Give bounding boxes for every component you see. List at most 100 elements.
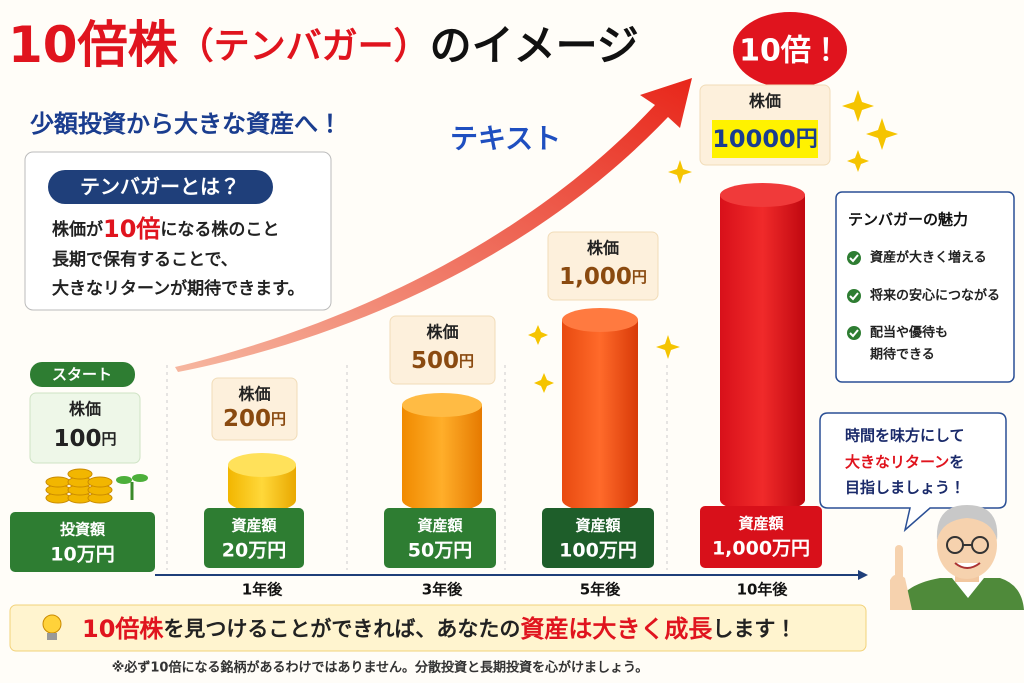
price-box bbox=[389, 315, 496, 385]
check-mark bbox=[849, 254, 859, 263]
period-label: 1年後 bbox=[242, 581, 283, 599]
price-value: 500円 bbox=[411, 347, 474, 373]
coins bbox=[45, 468, 113, 504]
merits-box bbox=[835, 191, 1015, 383]
amount-label: 投資額 bbox=[60, 521, 106, 539]
footnote: ※必ず10倍になる銘柄があるわけではありません。分散投資と長期投資を心がけましょ… bbox=[112, 660, 649, 676]
period-label: 3年後 bbox=[422, 581, 463, 599]
price-unit: 円 bbox=[102, 430, 117, 448]
price-label: 株価 bbox=[69, 400, 101, 419]
speech-line: 大きなリターンを bbox=[845, 453, 964, 471]
price-box bbox=[211, 377, 298, 441]
subtitle: 少額投資から大きな資産へ！ bbox=[30, 110, 342, 138]
banner-highlight: 10倍株 bbox=[82, 615, 164, 643]
check-icon bbox=[847, 289, 861, 303]
info-text: になる株のこと bbox=[160, 219, 279, 240]
amount-box bbox=[204, 508, 304, 568]
price-label: 株価 bbox=[587, 239, 619, 258]
price-box bbox=[547, 231, 659, 301]
amount-box bbox=[384, 508, 496, 568]
cylinder bbox=[720, 195, 805, 512]
cylinder-top bbox=[720, 183, 805, 207]
amount-label: 資産額 bbox=[575, 517, 621, 535]
amount-value: 1,000万円 bbox=[712, 538, 810, 560]
stages: スタート株価100円投資額10万円株価200円資産額20万円1年後株価500円資… bbox=[10, 84, 831, 599]
bulb-icon bbox=[42, 614, 62, 640]
price-label: 株価 bbox=[749, 92, 781, 111]
check-icon bbox=[847, 326, 861, 340]
price-label: 株価 bbox=[426, 323, 458, 342]
banner-highlight: 資産は大きく成長 bbox=[520, 615, 712, 643]
price-number: 500 bbox=[411, 347, 459, 373]
cylinder-top bbox=[228, 453, 296, 477]
title-part: （テンバガー） bbox=[178, 26, 430, 67]
price-value: 200円 bbox=[223, 405, 286, 431]
arrow-label: テキスト bbox=[450, 122, 561, 155]
start-tag: スタート bbox=[52, 366, 112, 384]
sparkles bbox=[528, 90, 898, 393]
cylinder-top bbox=[402, 393, 482, 417]
price-label: 株価 bbox=[238, 385, 270, 404]
merit-item: 配当や優待も bbox=[870, 325, 948, 341]
person-illustration bbox=[890, 505, 1024, 610]
speech-bubble bbox=[819, 412, 1007, 533]
info-line: 株価が10倍になる株のこと bbox=[52, 215, 279, 243]
axis-arrowhead bbox=[858, 570, 868, 580]
info-line: 大きなリターンが期待できます。 bbox=[52, 278, 304, 299]
speech-highlight: 大きなリターン bbox=[845, 453, 949, 471]
price-unit: 円 bbox=[459, 351, 474, 369]
amount-label: 資産額 bbox=[417, 517, 463, 535]
period-label: 10年後 bbox=[737, 581, 789, 599]
amount-value: 10万円 bbox=[50, 544, 114, 566]
start-tag-bg bbox=[30, 362, 135, 387]
check-mark bbox=[849, 329, 859, 338]
price-number: 200 bbox=[223, 405, 271, 431]
cylinder-top bbox=[562, 308, 638, 332]
price-unit: 円 bbox=[796, 127, 818, 152]
amount-value: 20万円 bbox=[222, 540, 286, 562]
info-text: 株価が bbox=[52, 219, 103, 240]
price-highlight bbox=[712, 120, 818, 158]
speech-text: を bbox=[949, 453, 964, 471]
amount-value: 50万円 bbox=[408, 540, 472, 562]
banner-text: 10倍株を見つけることができれば、あなたの資産は大きく成長します！ bbox=[82, 615, 796, 643]
merit-item: 期待できる bbox=[870, 347, 935, 363]
banner bbox=[9, 604, 867, 652]
info-heading-bg bbox=[48, 170, 273, 204]
price-unit: 円 bbox=[271, 409, 286, 427]
banner-part: を見つけることができれば、あなたの bbox=[163, 617, 520, 641]
amount-box bbox=[10, 512, 155, 572]
cylinder bbox=[562, 320, 638, 512]
price-number: 10000 bbox=[712, 125, 796, 153]
info-line: 長期で保有することで、 bbox=[52, 249, 238, 270]
amount-value: 100万円 bbox=[559, 540, 637, 562]
merit-item: 資産が大きく増える bbox=[870, 250, 987, 266]
price-value: 10000円 bbox=[712, 125, 818, 153]
badge bbox=[733, 12, 847, 88]
cylinder bbox=[402, 405, 482, 512]
cylinder bbox=[228, 465, 296, 512]
title-part: のイメージ bbox=[430, 21, 639, 70]
speech-line: 目指しましょう！ bbox=[845, 479, 965, 497]
title: 10倍株（テンバガー）のイメージ bbox=[8, 16, 639, 74]
period-label: 5年後 bbox=[580, 581, 621, 599]
amount-box bbox=[700, 506, 822, 568]
sprout bbox=[116, 474, 148, 500]
amount-label: 資産額 bbox=[231, 517, 277, 535]
speech-line: 時間を味方にして bbox=[845, 427, 965, 445]
amount-label: 資産額 bbox=[738, 515, 784, 533]
price-number: 1,000 bbox=[559, 263, 632, 289]
merits-title: テンバガーの魅力 bbox=[848, 211, 968, 229]
check-mark bbox=[849, 292, 859, 301]
price-number: 100 bbox=[53, 426, 101, 452]
info-highlight: 10倍 bbox=[103, 215, 160, 243]
check-icon bbox=[847, 251, 861, 265]
price-box bbox=[29, 392, 141, 464]
price-unit: 円 bbox=[632, 267, 647, 285]
price-value: 100円 bbox=[53, 426, 116, 452]
badge-text: 10倍！ bbox=[739, 34, 841, 69]
amount-box bbox=[542, 508, 654, 568]
